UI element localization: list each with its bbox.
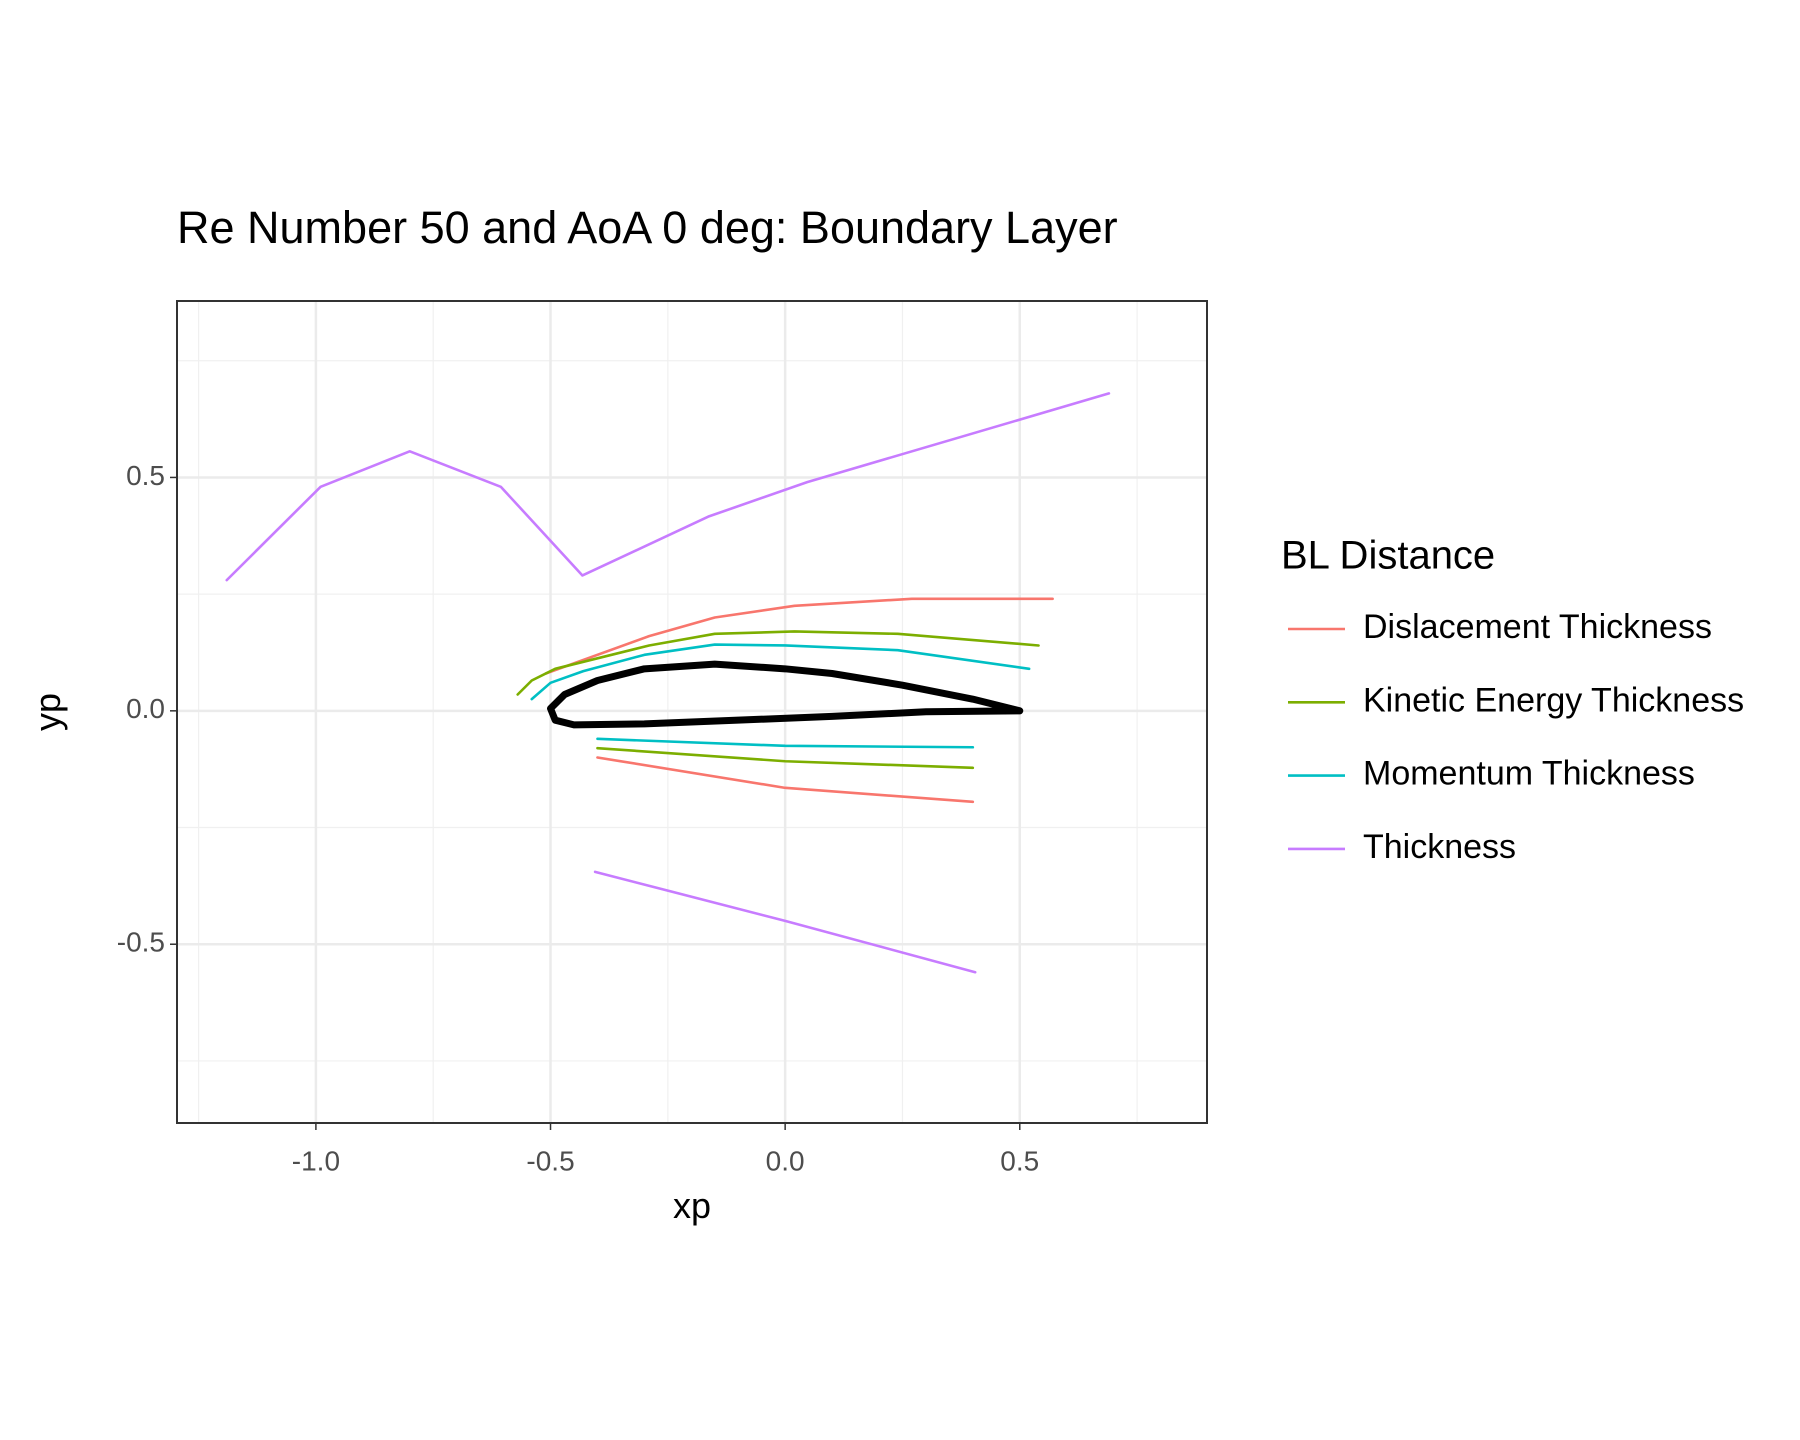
x-tick-label: -1.0 (292, 1145, 340, 1176)
x-tick-label: 0.5 (1000, 1145, 1039, 1176)
legend-title: BL Distance (1281, 534, 1495, 578)
x-tick-label: -0.5 (526, 1145, 574, 1176)
y-tick-label: -0.5 (117, 927, 165, 958)
line (516, 630, 1040, 770)
y-tick-label: 0.0 (126, 693, 165, 724)
x-axis-title: xp (673, 1185, 711, 1226)
legend-label: Kinetic Energy Thickness (1363, 681, 1744, 719)
legend-label: Dislacement Thickness (1363, 608, 1712, 646)
y-tick-label: 0.5 (126, 460, 165, 491)
y-axis-title: yp (27, 693, 68, 731)
line (530, 643, 1031, 749)
line (225, 392, 1111, 974)
line (547, 660, 1024, 729)
legend-label: Momentum Thickness (1363, 755, 1695, 793)
line (544, 597, 1054, 804)
x-tick-label: 0.0 (766, 1145, 805, 1176)
legend-label: Thickness (1363, 828, 1516, 866)
chart-title: Re Number 50 and AoA 0 deg: Boundary Lay… (177, 202, 1118, 253)
panel-border (176, 300, 1208, 1124)
